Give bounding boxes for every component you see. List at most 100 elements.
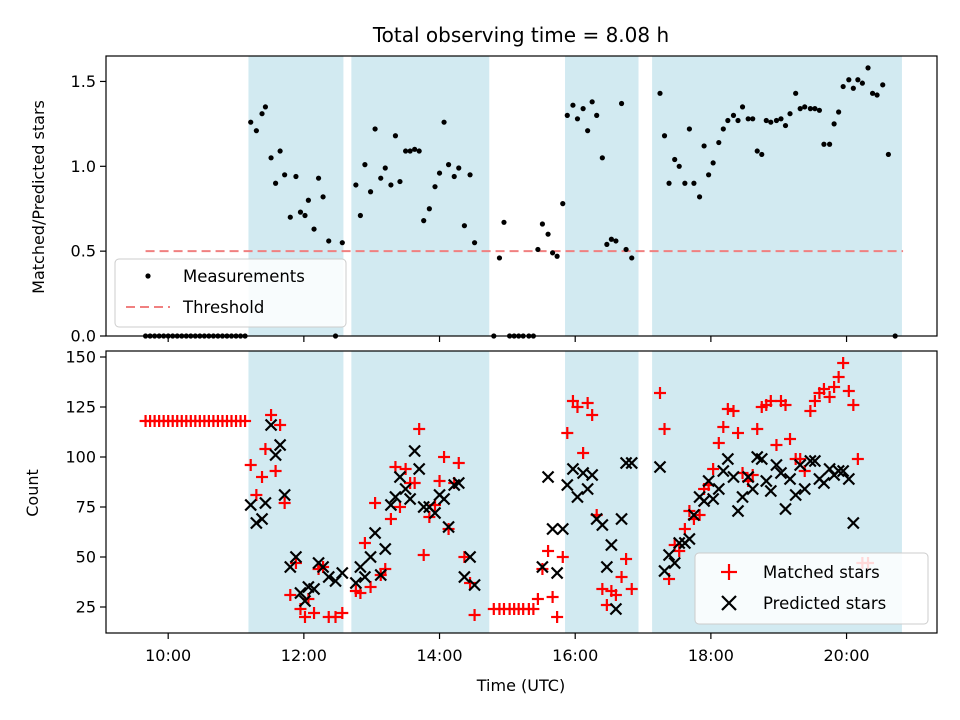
predicted-star-point [736,490,749,504]
matched-star-point [727,405,740,417]
legend-measurements-label: Measurements [183,267,305,286]
top-legend: Measurements Threshold [114,258,347,328]
measurement-point [840,83,846,90]
y-tick-label: 0.0 [71,327,96,346]
predicted-star-point [727,470,740,484]
matched-star-point [531,593,544,605]
measurement-point [302,212,308,219]
measurement-point [594,112,600,118]
matched-star-point [536,563,549,575]
predicted-star-point [550,566,564,580]
measurement-point [739,104,746,110]
measurement-point [618,100,625,107]
measurement-point [826,141,833,147]
measurement-point [305,197,311,203]
measurement-point [846,77,852,83]
y-tick-label: 150 [65,348,96,367]
predicted-stars-series [244,418,860,616]
predicted-star-point [836,464,850,478]
chart-title: Total observing time = 8.08 h [372,23,669,47]
matched-star-point [673,545,686,557]
top-plot-frame [105,55,938,337]
bottom-panel: 25 50 75 100 125 150 10:00 12:00 14:00 16:00 18:0… [23,348,938,695]
predicted-star-point [273,438,287,452]
measurement-point [831,121,837,127]
predicted-star-point [384,498,398,512]
measurement-point [869,90,876,96]
predicted-star-point [358,570,372,584]
measurement-point [691,180,697,186]
predicted-star-point [571,490,584,504]
measurement-point [277,148,283,154]
matched-star-point [707,463,720,475]
predicted-star-point [541,470,555,484]
measurement-point [768,119,774,125]
measurement-point [382,165,388,171]
measurement-point [661,133,668,139]
matched-star-point [851,453,864,465]
predicted-star-point [793,458,807,472]
predicted-star-point [596,518,609,532]
measurement-point [797,106,803,112]
top-y-axis: 0.0 0.5 1.0 1.5 [71,72,106,346]
matched-star-point [561,427,574,439]
y-tick-label: 100 [65,448,96,467]
predicted-star-point [625,456,639,470]
y-tick-label: 1.5 [71,72,96,91]
bottom-y-axis-label: Count [23,469,42,517]
matched-star-point [625,583,638,595]
measurement-point [297,209,304,215]
measurement-point [441,119,447,125]
predicted-star-point [759,474,773,488]
top-observing-bands [248,56,902,336]
measurement-point [657,90,663,96]
matched-star-point [804,405,817,417]
measurement-point [666,180,672,186]
measurement-point [580,106,586,112]
matched-star-point [423,511,436,523]
predicted-star-point [403,492,417,506]
top-y-axis-label: Matched/Predicted stars [29,100,48,294]
predicted-star-point [412,462,426,476]
measurement-point [412,146,418,152]
matched-star-point [259,443,272,455]
matched-star-point [794,453,807,465]
measurement-point [778,116,784,122]
predicted-star-point [250,516,263,530]
measurement-point [696,194,703,200]
measurement-point [315,175,322,181]
predicted-star-point [437,492,451,506]
predicted-star-point [322,570,336,584]
measurement-point [456,165,462,171]
predicted-star-point [378,542,392,556]
matched-star-point [551,611,564,623]
measurement-point [293,173,299,180]
measurement-point [816,107,823,113]
measurement-point [599,155,605,161]
matched-star-point [823,391,836,403]
measurement-point [629,255,635,261]
measurement-point [539,221,546,227]
matched-star-point [693,509,706,521]
predicted-star-point [408,444,421,458]
predicted-star-point [832,464,845,478]
matched-star-point [770,439,783,451]
measurements-series [142,65,898,339]
measurement-point [735,117,741,124]
predicted-star-point [721,452,735,466]
predicted-star-point [770,458,783,472]
x-tick-label: 14:00 [416,646,462,665]
measurement-point [880,82,886,88]
predicted-star-point [442,520,455,534]
measurement-point [496,255,503,261]
predicted-star-point [316,560,330,574]
measurement-point [812,106,818,112]
matched-star-point [571,401,584,413]
matched-star-point [244,459,257,471]
matched-star-point [433,475,446,487]
measurement-point [248,119,254,125]
measurement-point [367,189,374,195]
predicted-star-point [561,478,574,492]
predicted-star-point [731,504,745,518]
bottom-legend: Matched stars Predicted stars [694,552,929,625]
